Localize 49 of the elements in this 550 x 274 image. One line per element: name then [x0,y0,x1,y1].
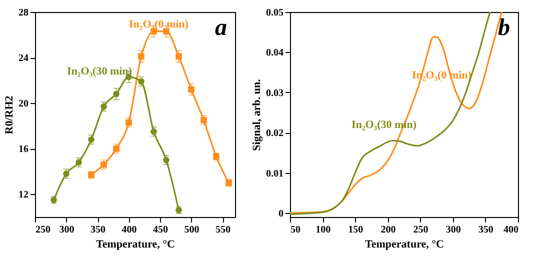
point [176,53,182,60]
x-tick-label: 50 [290,224,300,236]
point [126,119,132,126]
point [113,90,120,98]
y-tick-label: 0.03 [266,88,284,99]
y-tick-label: 28 [18,8,28,18]
x-tick-label: 200 [380,224,396,236]
x-tick-label: 100 [316,224,331,236]
y-axis-title: R0/RH2 [4,95,16,134]
point [163,156,170,164]
y-tick-label: 16 [18,144,28,156]
annotation: a [215,15,227,41]
x-tick-label: 450 [153,224,168,236]
y-tick-label: 0.05 [266,8,284,18]
x-tick-label: 250 [36,224,50,236]
series-label: In₂O₃(0 min) [129,18,189,30]
x-tick-label: 400 [504,224,518,236]
series-label: In₂O₃(30 min) [67,65,132,78]
y-tick-label: 0 [278,208,284,220]
x-tick-label: 150 [348,224,364,236]
y-axis-title: Signal, arb. un. [251,78,263,151]
point [100,161,107,168]
annotation: b [498,15,510,41]
point [138,78,144,85]
y-tick-label: 12 [18,190,28,201]
x-tick-label: 350 [90,224,106,236]
x-axis-title: Temperature, °C [365,238,444,250]
point [188,86,194,93]
x-tick-label: 300 [446,224,461,236]
point [200,117,207,124]
x-tick-label: 400 [122,224,137,236]
y-tick-label: 0.04 [266,48,284,59]
point [138,53,144,60]
x-axis-title: Temperature, °C [96,238,176,250]
point [150,128,157,135]
point [113,146,120,152]
x-tick-label: 500 [184,224,200,236]
y-tick-label: 0.01 [266,168,284,180]
point [76,159,82,166]
x-tick-label: 550 [216,224,230,236]
y-tick-label: 24 [18,53,28,64]
x-tick-label: 250 [413,224,428,236]
point [100,103,107,110]
point [88,136,94,143]
x-tick-label: 300 [59,224,74,236]
y-tick-label: 20 [18,98,28,110]
y-tick-label: 0.02 [266,128,284,140]
x-tick-label: 350 [478,224,494,236]
point [63,170,70,177]
